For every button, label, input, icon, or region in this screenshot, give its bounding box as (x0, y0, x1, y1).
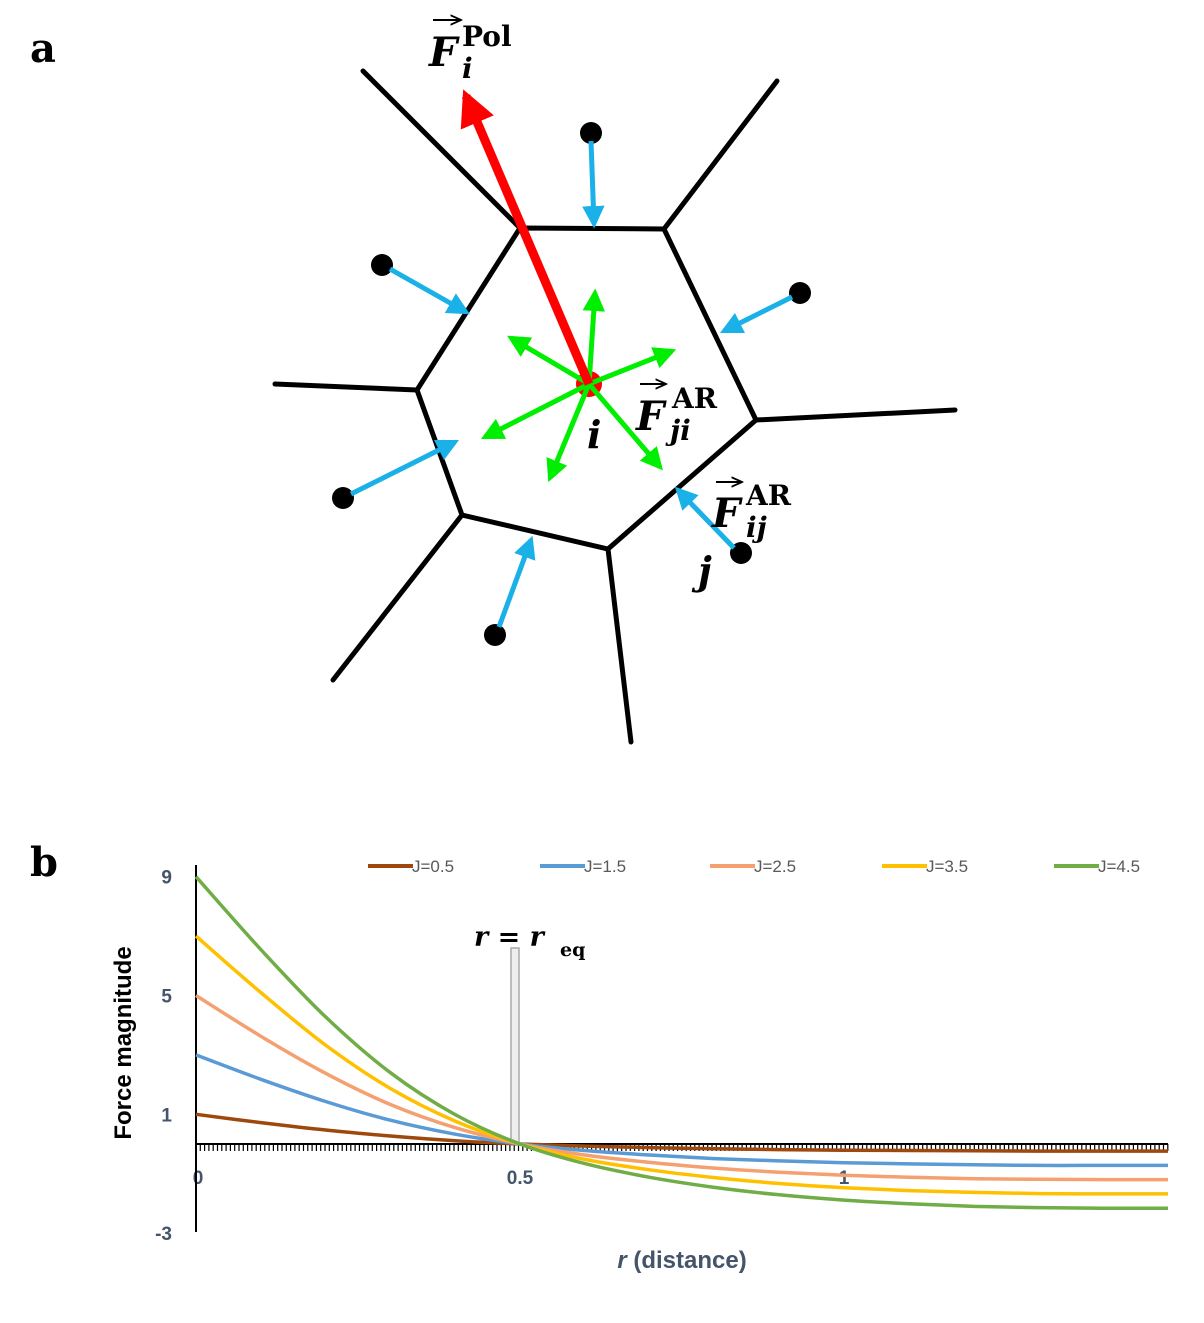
label-cell-i: i (587, 412, 601, 457)
legend-item: J=4.5 (1054, 857, 1140, 876)
label-f-pol-sub: i (462, 52, 473, 85)
series-line-5 (194, 875, 1169, 1210)
label-f-ji: F ji AR (635, 382, 718, 447)
x-axis-title: r (distance) (617, 1247, 746, 1274)
y-tick-label: -3 (155, 1224, 172, 1245)
repulsion-arrows-ji (480, 288, 677, 483)
neighbor-centers (332, 122, 811, 646)
force-arrow-ji (546, 383, 592, 483)
legend-item: J=0.5 (368, 857, 454, 876)
neighbor-center (332, 487, 354, 509)
force-arrow-ij (349, 439, 460, 497)
edge-line (330, 512, 465, 683)
series-line-4 (194, 934, 1168, 1196)
x-axis-title-rest: (distance) (627, 1247, 747, 1274)
equilibrium-label-lhs: r = r (474, 922, 546, 953)
panel-b: b J=0.5 J=1.5 J=2.5 J=3.5 J=4.5 Force magnit… (30, 839, 1169, 1274)
edge-line (605, 546, 634, 745)
label-f-ij: F ij AR (711, 479, 792, 544)
neighbor-center (484, 624, 506, 646)
y-axis-title: Force magnitude (110, 946, 137, 1139)
y-tick-label: 5 (161, 987, 172, 1008)
force-arrow-ji (582, 288, 606, 385)
legend-label: J=2.5 (754, 857, 796, 876)
polarity-arrow (460, 89, 594, 386)
equilibrium-marker (510, 947, 520, 1145)
series-line-2 (195, 1053, 1168, 1168)
neighbor-force-arrows (349, 140, 794, 628)
y-tick-label: 9 (161, 868, 172, 889)
label-f-ij-sub: ij (746, 511, 767, 544)
label-f-ji-main: F (635, 393, 667, 440)
label-f-ij-main: F (711, 490, 743, 537)
label-f-ji-sup: AR (671, 382, 718, 415)
series-line-1 (195, 1112, 1168, 1153)
label-f-pol: F i Pol (428, 20, 512, 85)
legend-label: J=4.5 (1098, 857, 1140, 876)
x-tick-labels: 0 0.5 1 (193, 1168, 850, 1189)
series-lines (194, 875, 1169, 1210)
force-arrow-ji (587, 382, 663, 471)
legend-label: J=3.5 (926, 857, 968, 876)
force-arrow-ij (674, 486, 736, 550)
legend-label: J=1.5 (584, 857, 626, 876)
edge-line (753, 407, 958, 423)
x-tick-label: 1 (839, 1168, 850, 1189)
force-arrow-ji (588, 347, 677, 387)
neighbor-center (789, 282, 811, 304)
neighbor-center (580, 122, 602, 144)
chart-legend: J=0.5 J=1.5 J=2.5 J=3.5 J=4.5 (368, 857, 1140, 876)
legend-item: J=2.5 (710, 857, 796, 876)
x-axis-title-var: r (617, 1247, 628, 1274)
force-arrow-ij (582, 140, 605, 229)
panel-a: a (30, 20, 958, 745)
neighbor-center (730, 542, 752, 564)
y-tick-label: 1 (161, 1105, 172, 1126)
cell-edges (272, 68, 958, 745)
x-tick-label: 0 (193, 1168, 204, 1189)
series-line-3 (195, 994, 1169, 1182)
force-arrow-ji (507, 335, 591, 387)
label-f-ij-sup: AR (745, 479, 792, 512)
edge-line (272, 381, 420, 393)
force-arrow-ij (719, 294, 794, 334)
legend-label: J=0.5 (412, 857, 454, 876)
equilibrium-label: r = r eq (474, 922, 585, 961)
legend-item: J=1.5 (540, 857, 626, 876)
panel-a-letter: a (30, 25, 56, 72)
x-tick-label: 0.5 (507, 1168, 534, 1189)
equilibrium-label-sub: eq (560, 939, 585, 961)
label-f-pol-main: F (428, 29, 460, 76)
panel-b-letter: b (30, 839, 58, 886)
label-cell-j: j (691, 548, 712, 593)
legend-item: J=3.5 (882, 857, 968, 876)
label-f-ji-sub: ji (665, 414, 691, 447)
force-arrow-ij (496, 535, 536, 628)
force-arrow-ji (480, 381, 591, 440)
label-f-pol-sup: Pol (462, 20, 512, 53)
edge-line (661, 78, 780, 232)
force-arrow-ij (388, 266, 470, 315)
y-tick-labels: 9 5 1 -3 (155, 868, 172, 1245)
edge-line (360, 68, 523, 231)
neighbor-center (371, 254, 393, 276)
